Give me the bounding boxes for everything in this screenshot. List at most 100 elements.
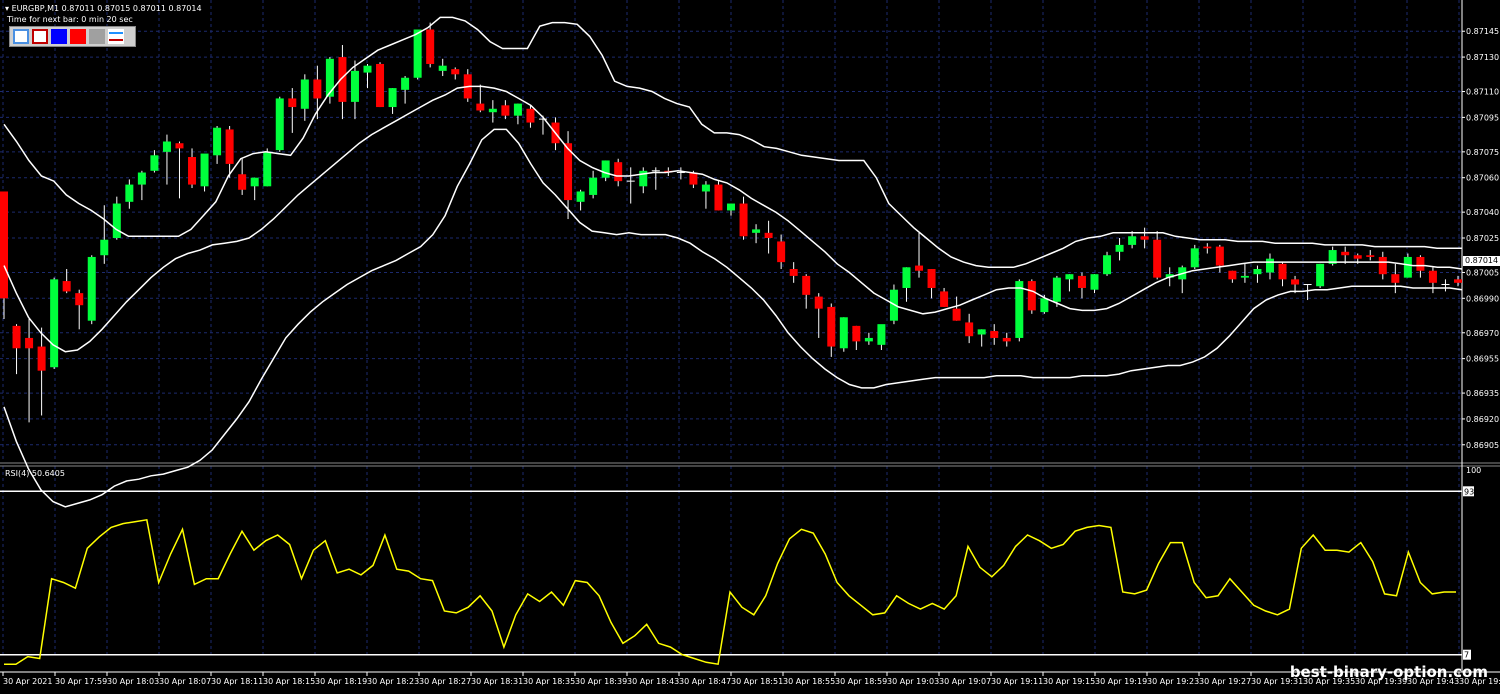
bollinger-middle-band — [3, 85, 1463, 353]
bull-candle — [100, 239, 109, 256]
bear-candle — [1027, 281, 1036, 311]
bear-candle — [940, 291, 949, 307]
bear-candle — [62, 281, 71, 292]
bar-timer-text: Time for next bar: 0 min 20 sec — [7, 15, 133, 24]
white-outline-box-button[interactable] — [13, 29, 29, 44]
bull-candle — [1328, 250, 1337, 264]
bear-candle — [764, 232, 773, 238]
time-tick-label: 30 Apr 18:43 — [627, 677, 679, 686]
time-tick-label: 30 Apr 18:31 — [471, 677, 523, 686]
bull-candle — [1240, 275, 1249, 278]
price-tick-label: 0.87025 — [1466, 234, 1499, 243]
rsi-level-badge — [1463, 486, 1474, 497]
rsi-tick-label: 100 — [1466, 466, 1481, 475]
bear-candle — [564, 143, 573, 201]
bull-candle — [250, 177, 259, 187]
time-tick-label: 30 Apr 18:39 — [575, 677, 627, 686]
bull-candle — [363, 65, 372, 73]
line-style-button[interactable] — [108, 29, 124, 44]
red-fill-button[interactable] — [70, 29, 86, 44]
time-tick-label: 30 Apr 19:31 — [1251, 677, 1303, 686]
symbol-quote-text: EURGBP,M1 0.87011 0.87015 0.87011 0.8701… — [11, 4, 202, 13]
bear-candle — [777, 241, 786, 263]
bollinger-upper-band — [3, 16, 1462, 269]
bear-candle — [501, 105, 510, 116]
rsi-level-badge — [1463, 649, 1471, 660]
bear-candle — [1228, 270, 1237, 280]
time-tick-label: 30 Apr 18:35 — [523, 677, 575, 686]
time-tick-label: 30 Apr 19:27 — [1199, 677, 1251, 686]
bear-candle — [1391, 274, 1400, 283]
bull-candle — [864, 337, 873, 342]
bear-candle — [714, 184, 723, 211]
bear-candle — [25, 337, 34, 349]
bear-candle — [927, 269, 936, 288]
bull-candle — [413, 29, 422, 78]
bull-candle — [1065, 274, 1074, 280]
bear-candle — [225, 129, 234, 164]
time-tick-label: 30 Apr 19:19 — [1095, 677, 1147, 686]
bear-candle — [789, 269, 798, 276]
bull-candle — [401, 77, 410, 90]
bull-candle — [1316, 263, 1325, 287]
bear-candle — [1077, 275, 1086, 288]
bull-candle — [1115, 244, 1124, 252]
time-tick-label: 30 Apr 18:59 — [835, 677, 887, 686]
bull-candle — [1015, 281, 1024, 338]
bear-candle — [0, 191, 8, 299]
header-triangle-icon[interactable]: ▾ — [5, 4, 10, 13]
price-tick-label: 0.86920 — [1466, 415, 1499, 424]
bull-candle — [639, 170, 648, 187]
gray-fill-button[interactable] — [89, 29, 105, 44]
time-tick-label: 30 Apr 19:35 — [1303, 677, 1355, 686]
bear-candle — [37, 346, 46, 371]
bull-candle — [162, 141, 171, 152]
price-tick-label: 0.86955 — [1466, 355, 1499, 364]
bear-candle — [802, 275, 811, 295]
time-tick-label: 30 Apr 18:27 — [419, 677, 471, 686]
bear-candle — [338, 57, 347, 102]
time-tick-label: 30 Apr 18:23 — [367, 677, 419, 686]
rsi-title: RSI(4) 50.6405 — [5, 469, 65, 478]
bull-candle — [752, 229, 761, 233]
price-tick-label: 0.86990 — [1466, 294, 1499, 303]
red-outline-box-button[interactable] — [32, 29, 48, 44]
time-tick-label: 30 Apr 17:59 — [55, 677, 107, 686]
watermark: best-binary-option.com — [1289, 663, 1488, 681]
bull-candle — [1265, 258, 1274, 273]
current-price-badge: 0.87014 — [1463, 256, 1500, 266]
bull-candle — [902, 267, 911, 288]
bull-candle — [275, 98, 284, 151]
price-tick-label: 0.87060 — [1466, 174, 1499, 183]
bull-candle — [50, 279, 59, 368]
bear-candle — [1203, 246, 1212, 249]
bear-candle — [1353, 255, 1362, 259]
price-tick-label: 0.87130 — [1466, 53, 1499, 62]
price-tick-label: 0.87040 — [1466, 208, 1499, 217]
bear-candle — [814, 296, 823, 309]
bull-candle — [300, 79, 309, 109]
blue-fill-button[interactable] — [51, 29, 67, 44]
bear-candle — [1454, 279, 1462, 283]
bear-candle — [451, 69, 460, 75]
bull-candle — [1128, 236, 1137, 245]
bull-candle — [1103, 255, 1112, 275]
time-tick-label: 30 Apr 19:11 — [991, 677, 1043, 686]
bear-candle — [1140, 236, 1149, 240]
bollinger-lower-band — [3, 128, 1463, 508]
bull-candle — [263, 151, 272, 187]
bear-candle — [614, 162, 623, 182]
bull-candle — [1253, 269, 1262, 275]
bear-candle — [476, 103, 485, 111]
bull-candle — [87, 256, 96, 321]
bear-candle — [175, 143, 184, 149]
bear-candle — [376, 63, 385, 108]
bull-candle — [150, 155, 159, 171]
bull-candle — [125, 184, 134, 202]
bull-candle — [977, 329, 986, 335]
price-tick-label: 0.87095 — [1466, 113, 1499, 122]
bear-candle — [1416, 256, 1425, 271]
